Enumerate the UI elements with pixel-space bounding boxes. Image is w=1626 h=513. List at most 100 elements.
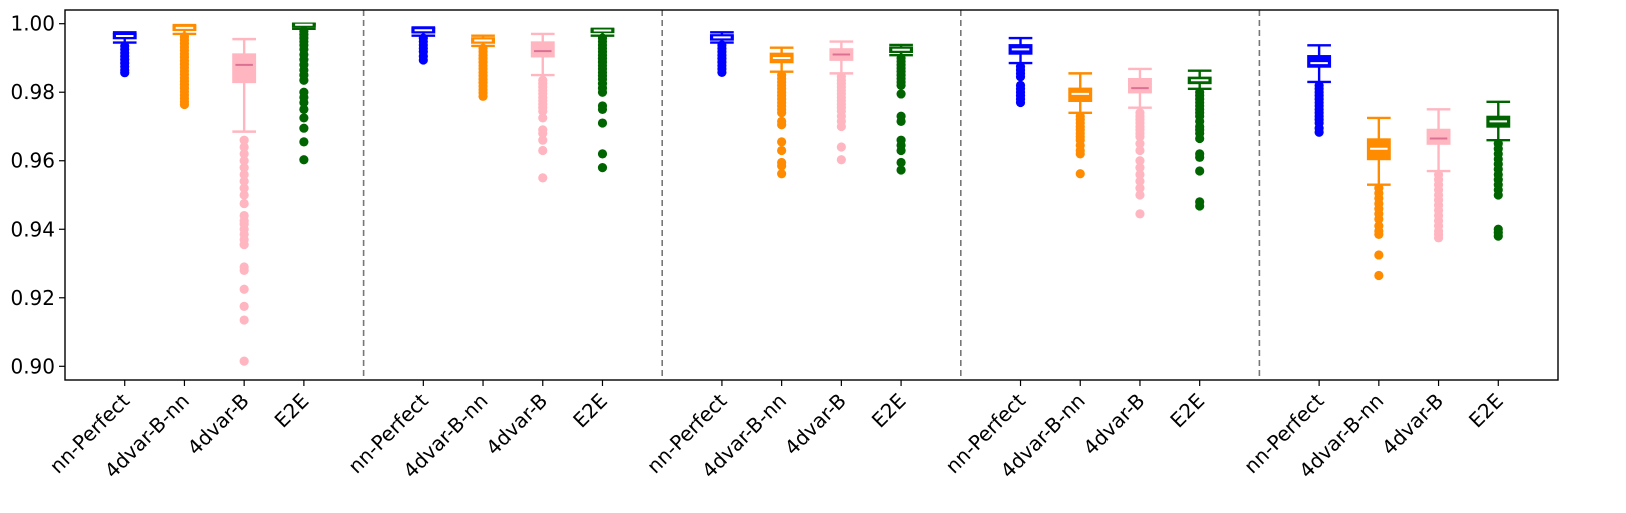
flier-point (896, 116, 906, 126)
flier-point (538, 106, 548, 116)
flier-point (1195, 133, 1205, 144)
flier-point (1433, 233, 1444, 243)
flier-point (836, 142, 846, 152)
x-tick-label: E2E (1464, 389, 1508, 433)
flier-point (777, 120, 787, 130)
flier-point (239, 315, 249, 325)
flier-point (1135, 183, 1145, 193)
flier-point (239, 284, 249, 294)
y-tick-label: 0.92 (10, 286, 55, 310)
flier-point (896, 157, 906, 168)
flier-point (1195, 166, 1205, 176)
flier-point (1075, 169, 1085, 179)
flier-point (1195, 152, 1205, 162)
flier-point (1374, 270, 1384, 281)
y-tick-label: 1.00 (10, 12, 55, 36)
flier-point (1135, 190, 1145, 200)
flier-point (1135, 156, 1145, 166)
flier-point (418, 55, 428, 65)
flier-point (299, 75, 309, 85)
flier-point (299, 104, 309, 114)
flier-point (1015, 72, 1026, 82)
flier-point (597, 162, 608, 173)
flier-point (597, 118, 608, 128)
flier-point (239, 142, 249, 152)
flier-point (777, 169, 787, 179)
flier-point (239, 265, 249, 275)
flier-point (597, 104, 608, 114)
flier-point (896, 89, 906, 99)
x-tick-label: 4dvar-B (182, 389, 253, 460)
flier-point (239, 156, 249, 166)
flier-point (1135, 169, 1145, 180)
flier-point (717, 67, 727, 77)
flier-point (1075, 149, 1085, 159)
x-tick-label: 4dvar-B (481, 389, 552, 460)
flier-point (538, 173, 548, 183)
flier-point (777, 108, 787, 118)
y-tick-label: 0.98 (10, 80, 55, 104)
flier-point (1374, 214, 1384, 224)
x-tick-label: 4dvar-B (780, 389, 851, 460)
flier-point (1135, 139, 1145, 149)
flier-point (1135, 145, 1145, 156)
box-iqr (1426, 128, 1451, 145)
flier-point (1135, 176, 1145, 186)
flier-point (597, 87, 608, 97)
x-tick-label: E2E (568, 389, 612, 433)
flier-point (896, 80, 906, 90)
box-iqr (530, 41, 555, 58)
flier-point (239, 190, 249, 200)
flier-point (120, 68, 130, 78)
flier-point (777, 145, 787, 156)
flier-point (538, 128, 548, 138)
flier-point (836, 121, 846, 132)
flier-point (299, 137, 309, 147)
flier-point (239, 183, 249, 193)
flier-point (777, 161, 787, 171)
x-tick-label: 4dvar-B (1078, 389, 1149, 460)
flier-point (1374, 250, 1384, 260)
box-iqr (232, 53, 257, 84)
box-iqr (1128, 78, 1152, 94)
flier-point (1374, 229, 1384, 239)
x-tick-label: E2E (270, 389, 314, 433)
flier-point (1135, 132, 1145, 142)
flier-point (1135, 209, 1145, 219)
x-tick-label: 4dvar-B (1377, 389, 1448, 460)
flier-point (239, 162, 249, 173)
flier-point (777, 137, 787, 147)
y-tick-label: 0.90 (10, 354, 55, 378)
flier-point (239, 169, 249, 180)
flier-point (597, 149, 608, 159)
flier-point (239, 356, 249, 366)
x-tick-label: E2E (867, 389, 911, 433)
flier-point (896, 165, 906, 175)
flier-point (1195, 201, 1205, 211)
flier-point (239, 240, 249, 250)
flier-point (1015, 97, 1026, 108)
y-tick-label: 0.96 (10, 149, 55, 173)
box-iqr (1307, 55, 1332, 68)
y-tick-label: 0.94 (10, 217, 55, 241)
flier-point (538, 145, 548, 156)
flier-point (179, 99, 190, 110)
flier-point (299, 113, 309, 123)
flier-point (239, 301, 249, 311)
flier-point (299, 123, 309, 133)
x-tick-label: E2E (1165, 389, 1209, 433)
flier-point (299, 155, 309, 165)
flier-point (538, 135, 548, 145)
flier-point (538, 113, 548, 123)
plot-frame (64, 9, 1559, 381)
flier-point (836, 155, 846, 165)
flier-point (239, 149, 249, 159)
flier-point (1493, 190, 1503, 200)
flier-point (299, 97, 309, 108)
flier-point (896, 145, 906, 156)
flier-point (1314, 127, 1324, 137)
flier-point (478, 91, 488, 101)
flier-point (239, 135, 249, 145)
